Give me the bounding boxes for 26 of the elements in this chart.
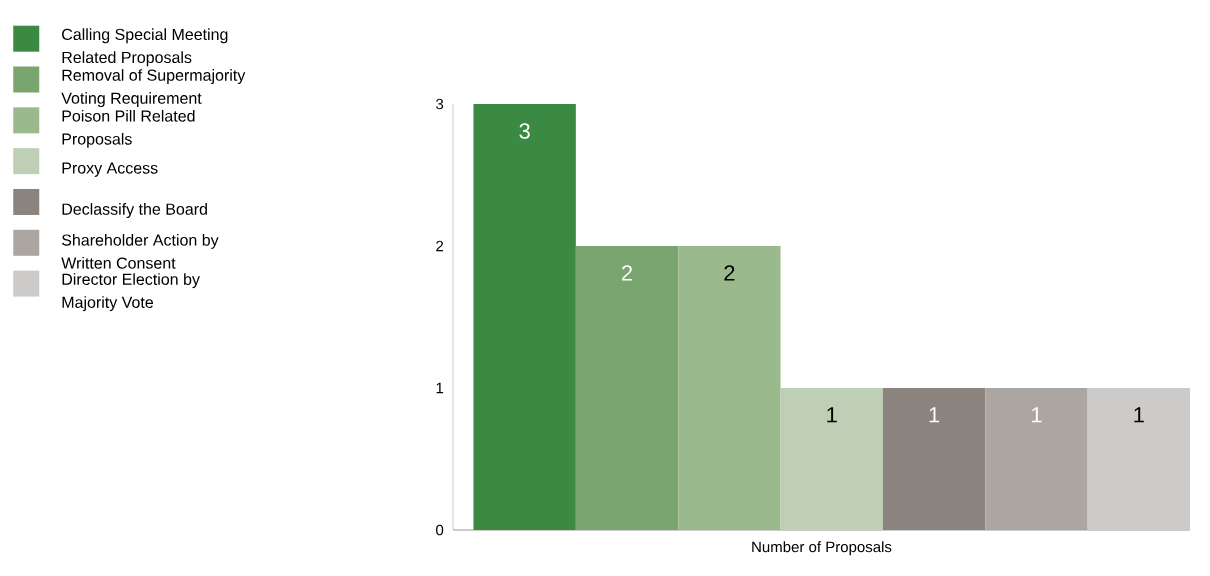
legend-label: Director Election by Majority Vote [62, 273, 200, 312]
x-axis-title: Number of Proposals [752, 541, 892, 556]
data-label: 2 [724, 265, 735, 281]
data-label: 2 [622, 265, 633, 281]
legend-label: Proxy Access [62, 162, 158, 177]
bar [780, 388, 883, 530]
bar [575, 246, 679, 530]
legend-label: Shareholder Action by Written Consent [61, 233, 219, 269]
bar [473, 104, 576, 530]
y-tick-label: 0 [436, 524, 444, 536]
data-label: 1 [1134, 407, 1144, 423]
y-tick-label: 2 [436, 240, 444, 252]
bar [985, 388, 1088, 530]
bar [1087, 388, 1190, 530]
legend-label: Declassify the Board [62, 203, 207, 219]
legend-label: Poison Pill Related Proposals [62, 109, 195, 148]
bar [882, 388, 986, 530]
data-label: 1 [1032, 407, 1042, 423]
data-label: 1 [827, 407, 837, 423]
y-tick-label: 3 [436, 98, 444, 110]
bar [678, 246, 781, 530]
legend-label: Removal of Supermajority Voting Requirement [61, 69, 246, 108]
data-label: 1 [929, 407, 940, 423]
data-label: 3 [519, 123, 530, 139]
y-tick-label: 1 [436, 382, 444, 394]
legend-label: Calling Special Meeting Related Proposals [62, 28, 228, 67]
